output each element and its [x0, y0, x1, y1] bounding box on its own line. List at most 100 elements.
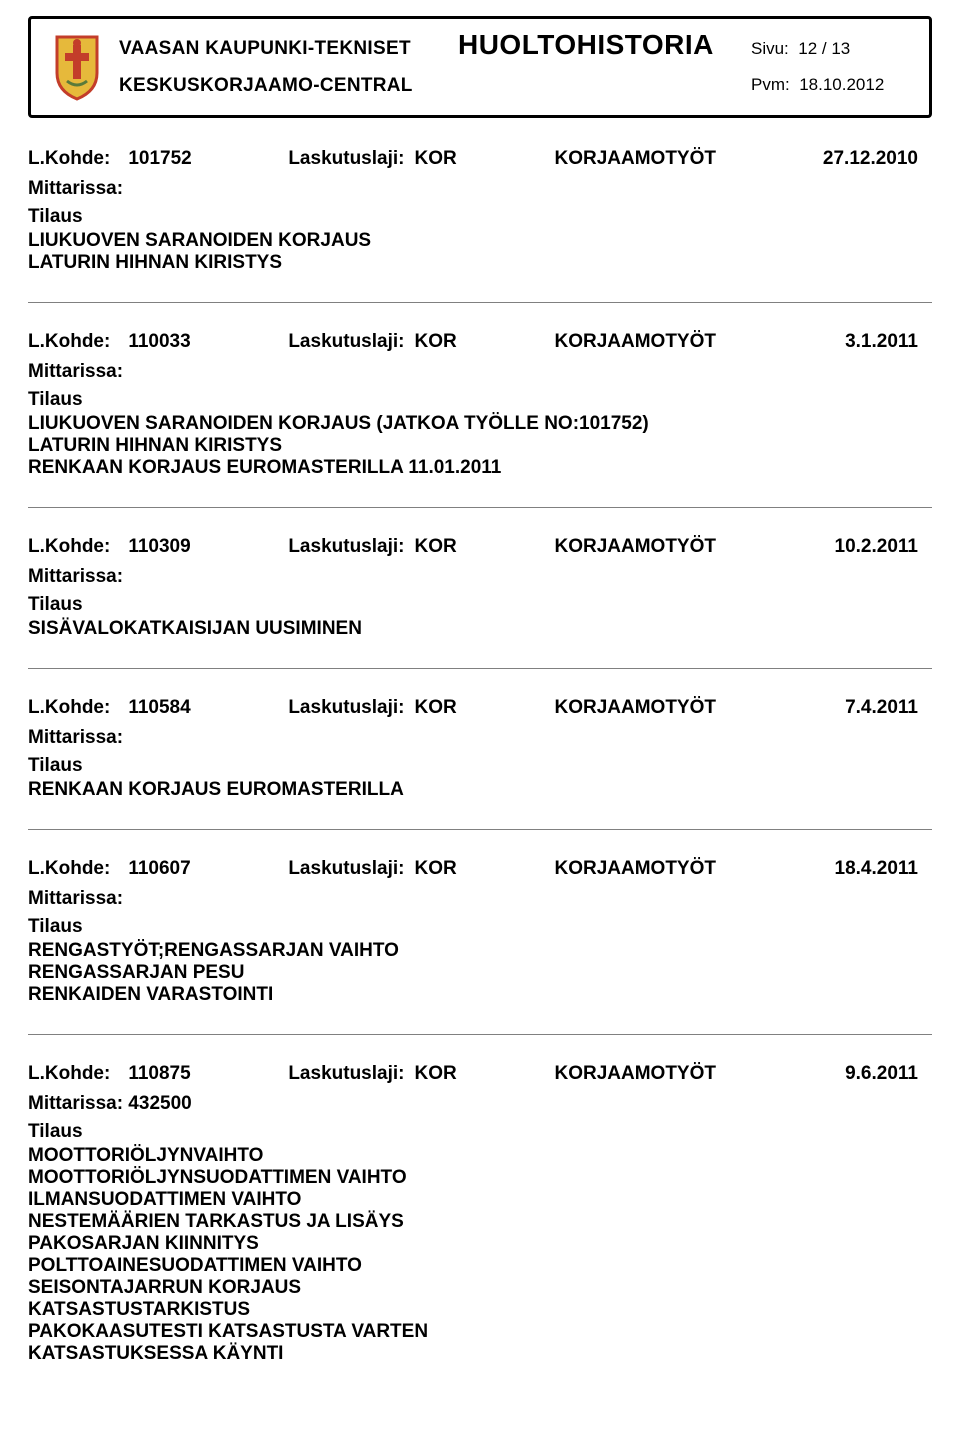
- tilaus-label: Tilaus: [28, 206, 932, 228]
- header-row-1: VAASAN KAUPUNKI-TEKNISET HUOLTOHISTORIA …: [119, 29, 911, 61]
- laskutuslaji-value: KOR: [414, 858, 474, 880]
- entry-separator: [28, 829, 932, 830]
- description-line: PAKOSARJAN KIINNITYS: [28, 1233, 932, 1255]
- laskutuslaji-value: KOR: [414, 697, 474, 719]
- entry-date: 27.12.2010: [823, 148, 932, 170]
- mittarissa-line: Mittarissa:: [28, 178, 932, 200]
- description-line: MOOTTORIÖLJYNSUODATTIMEN VAIHTO: [28, 1167, 932, 1189]
- entries-list: L.Kohde: 101752 Laskutuslaji: KOR KORJAAMOTY…: [28, 148, 932, 1365]
- entry: L.Kohde: 110584 Laskutuslaji: KOR KORJAAMOTY…: [28, 697, 932, 801]
- tilaus-label: Tilaus: [28, 389, 932, 411]
- entry: L.Kohde: 110309 Laskutuslaji: KOR KORJAAMOTY…: [28, 536, 932, 640]
- description-line: LIUKUOVEN SARANOIDEN KORJAUS: [28, 230, 932, 252]
- description-line: LIUKUOVEN SARANOIDEN KORJAUS (JATKOA TYÖ…: [28, 413, 932, 435]
- entry-date: 7.4.2011: [845, 697, 932, 719]
- entry-header: L.Kohde: 110584 Laskutuslaji: KOR KORJAAMOTY…: [28, 697, 932, 719]
- description-line: KATSASTUSTARKISTUS: [28, 1299, 932, 1321]
- laskutuslaji-value: KOR: [414, 1063, 474, 1085]
- header-text-block: VAASAN KAUPUNKI-TEKNISET HUOLTOHISTORIA …: [119, 29, 911, 97]
- kohde-value: 110607: [128, 858, 218, 880]
- laskutuslaji-label: Laskutuslaji:: [288, 148, 404, 170]
- kohde-label: L.Kohde:: [28, 1063, 110, 1085]
- description-line: PAKOKAASUTESTI KATSASTUSTA VARTEN: [28, 1321, 932, 1343]
- kohde-value: 110584: [128, 697, 218, 719]
- tilaus-label: Tilaus: [28, 594, 932, 616]
- tilaus-label: Tilaus: [28, 755, 932, 777]
- entry-date: 18.4.2011: [835, 858, 932, 880]
- entry-separator: [28, 302, 932, 303]
- entry: L.Kohde: 110875 Laskutuslaji: KOR KORJAAMOTY…: [28, 1063, 932, 1365]
- laskutuslaji-value: KOR: [414, 536, 474, 558]
- mittarissa-line: Mittarissa: 432500: [28, 1093, 932, 1115]
- tilaus-label: Tilaus: [28, 916, 932, 938]
- entry-header: L.Kohde: 110309 Laskutuslaji: KOR KORJAAMOTY…: [28, 536, 932, 558]
- entry-separator: [28, 507, 932, 508]
- description-line: SISÄVALOKATKAISIJAN UUSIMINEN: [28, 618, 932, 640]
- kohde-label: L.Kohde:: [28, 331, 110, 353]
- kohde-value: 110033: [128, 331, 218, 353]
- page-label: Sivu:: [751, 39, 789, 58]
- date-label: Pvm:: [751, 75, 790, 94]
- description-line: LATURIN HIHNAN KIRISTYS: [28, 252, 932, 274]
- entry-separator: [28, 1034, 932, 1035]
- laskutuslaji-label: Laskutuslaji:: [288, 697, 404, 719]
- tilaus-label: Tilaus: [28, 1121, 932, 1143]
- page-indicator: Sivu: 12 / 13: [751, 39, 911, 59]
- kohde-label: L.Kohde:: [28, 148, 110, 170]
- laskutuslaji-value: KOR: [414, 331, 474, 353]
- description-line: POLTTOAINESUODATTIMEN VAIHTO: [28, 1255, 932, 1277]
- description-line: LATURIN HIHNAN KIRISTYS: [28, 435, 932, 457]
- kohde-label: L.Kohde:: [28, 536, 110, 558]
- laskutuslaji-label: Laskutuslaji:: [288, 858, 404, 880]
- entry-header: L.Kohde: 110607 Laskutuslaji: KOR KORJAAMOTY…: [28, 858, 932, 880]
- entry-header: L.Kohde: 101752 Laskutuslaji: KOR KORJAAMOTY…: [28, 148, 932, 170]
- laskutuslaji-label: Laskutuslaji:: [288, 1063, 404, 1085]
- work-type: KORJAAMOTYÖT: [554, 1063, 744, 1085]
- kohde-value: 110309: [128, 536, 218, 558]
- org-name-1: VAASAN KAUPUNKI-TEKNISET: [119, 38, 411, 60]
- entry-date: 3.1.2011: [845, 331, 932, 353]
- entry: L.Kohde: 110033 Laskutuslaji: KOR KORJAAMOTY…: [28, 331, 932, 479]
- report-header: VAASAN KAUPUNKI-TEKNISET HUOLTOHISTORIA …: [28, 16, 932, 118]
- kohde-value: 101752: [128, 148, 218, 170]
- laskutuslaji-label: Laskutuslaji:: [288, 331, 404, 353]
- mittarissa-line: Mittarissa:: [28, 566, 932, 588]
- org-name-2: KESKUSKORJAAMO-CENTRAL: [119, 75, 413, 97]
- date-indicator: Pvm: 18.10.2012: [751, 75, 911, 97]
- page-value: 12 / 13: [798, 39, 850, 58]
- report-title: HUOLTOHISTORIA: [458, 29, 714, 61]
- description-line: KATSASTUKSESSA KÄYNTI: [28, 1343, 932, 1365]
- description-line: RENGASSARJAN PESU: [28, 962, 932, 984]
- date-value: 18.10.2012: [799, 75, 884, 94]
- description-line: RENKAAN KORJAUS EUROMASTERILLA 11.01.201…: [28, 457, 932, 479]
- laskutuslaji-label: Laskutuslaji:: [288, 536, 404, 558]
- work-type: KORJAAMOTYÖT: [554, 331, 744, 353]
- crest-icon: [49, 29, 105, 101]
- work-type: KORJAAMOTYÖT: [554, 148, 744, 170]
- description-line: NESTEMÄÄRIEN TARKASTUS JA LISÄYS: [28, 1211, 932, 1233]
- entry: L.Kohde: 101752 Laskutuslaji: KOR KORJAAMOTY…: [28, 148, 932, 274]
- entry-header: L.Kohde: 110875 Laskutuslaji: KOR KORJAAMOTY…: [28, 1063, 932, 1085]
- entry: L.Kohde: 110607 Laskutuslaji: KOR KORJAAMOTY…: [28, 858, 932, 1006]
- kohde-label: L.Kohde:: [28, 858, 110, 880]
- mittarissa-line: Mittarissa:: [28, 361, 932, 383]
- laskutuslaji-value: KOR: [414, 148, 474, 170]
- mittarissa-line: Mittarissa:: [28, 888, 932, 910]
- work-type: KORJAAMOTYÖT: [554, 858, 744, 880]
- kohde-value: 110875: [128, 1063, 218, 1085]
- mittarissa-line: Mittarissa:: [28, 727, 932, 749]
- header-row-2: KESKUSKORJAAMO-CENTRAL Pvm: 18.10.2012: [119, 75, 911, 97]
- description-line: RENGASTYÖT;RENGASSARJAN VAIHTO: [28, 940, 932, 962]
- work-type: KORJAAMOTYÖT: [554, 536, 744, 558]
- entry-header: L.Kohde: 110033 Laskutuslaji: KOR KORJAAMOTY…: [28, 331, 932, 353]
- entry-date: 9.6.2011: [845, 1063, 932, 1085]
- description-line: SEISONTAJARRUN KORJAUS: [28, 1277, 932, 1299]
- description-line: ILMANSUODATTIMEN VAIHTO: [28, 1189, 932, 1211]
- kohde-label: L.Kohde:: [28, 697, 110, 719]
- description-line: MOOTTORIÖLJYNVAIHTO: [28, 1145, 932, 1167]
- entry-separator: [28, 668, 932, 669]
- description-line: RENKAAN KORJAUS EUROMASTERILLA: [28, 779, 932, 801]
- description-line: RENKAIDEN VARASTOINTI: [28, 984, 932, 1006]
- work-type: KORJAAMOTYÖT: [554, 697, 744, 719]
- entry-date: 10.2.2011: [835, 536, 932, 558]
